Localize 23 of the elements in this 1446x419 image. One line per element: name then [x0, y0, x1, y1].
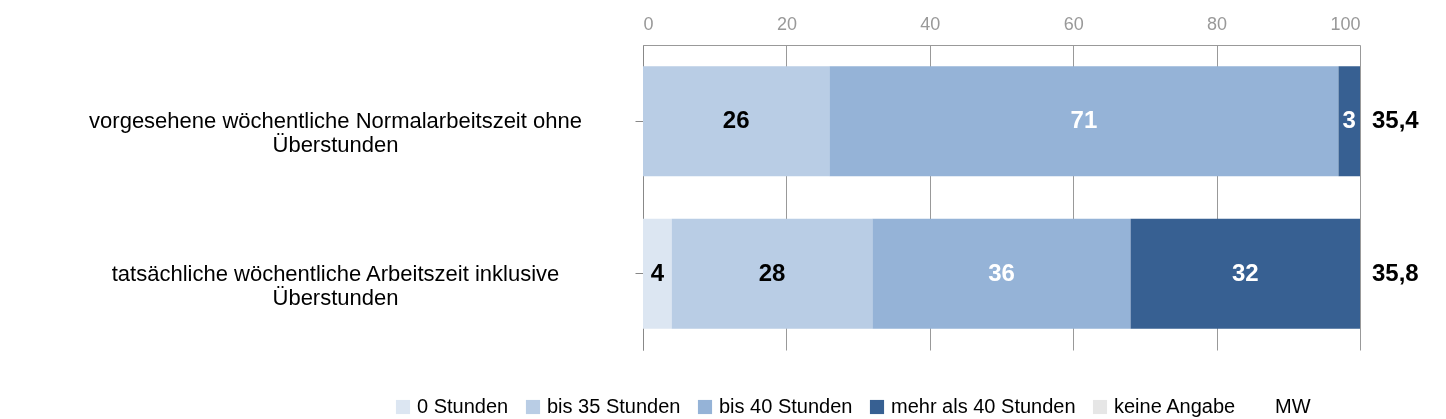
- legend-label: bis 40 Stunden: [719, 395, 853, 417]
- data-label: 71: [1070, 106, 1098, 134]
- y-tick-label: vorgesehene wöchentliche Normalarbeitszeit ohne Überstunden: [89, 108, 582, 158]
- legend-label: mehr als 40 Stunden: [891, 395, 1076, 417]
- data-label: 26: [722, 106, 750, 134]
- data-label: 3: [1342, 106, 1356, 134]
- data-label: 28: [758, 258, 786, 286]
- data-label: 36: [988, 258, 1015, 286]
- legend-label: keine Angabe: [1114, 395, 1236, 417]
- x-tick-label: 60: [1063, 13, 1084, 34]
- x-tick-label: 40: [920, 13, 941, 34]
- text: MW: [1275, 395, 1311, 417]
- x-tick-label: 0: [643, 13, 654, 34]
- x-tick-label: 20: [776, 13, 797, 34]
- data-label: 4: [650, 258, 665, 286]
- x-tick-label: 100: [1330, 13, 1361, 34]
- legend-label: 0 Stunden: [417, 395, 509, 417]
- legend-label: bis 35 Stunden: [547, 395, 681, 417]
- y-tick-label: tatsächliche wöchentliche Arbeitszeit inklusive Überstunden: [111, 260, 560, 310]
- x-tick-label: 80: [1207, 13, 1228, 34]
- text: 35,8: [1372, 258, 1419, 286]
- data-label: 32: [1231, 258, 1259, 286]
- text: 35,4: [1372, 106, 1420, 134]
